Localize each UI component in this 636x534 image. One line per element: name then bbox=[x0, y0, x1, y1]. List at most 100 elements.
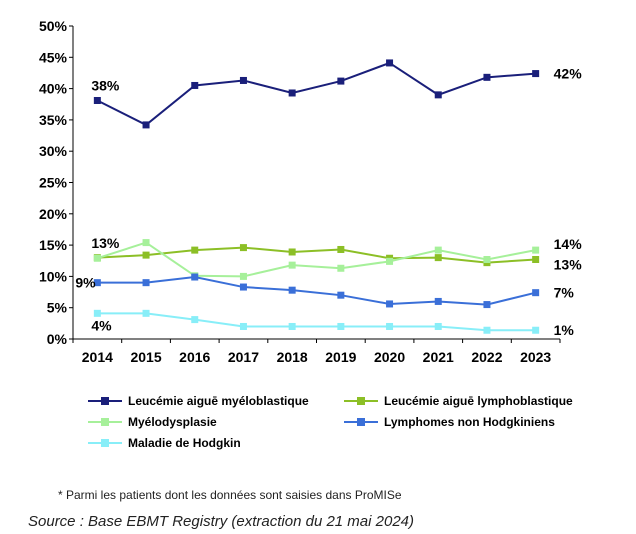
data-point bbox=[386, 300, 394, 308]
legend-swatch-marker bbox=[101, 397, 109, 405]
legend-swatch bbox=[344, 416, 378, 428]
data-point bbox=[239, 244, 247, 252]
x-tick-label: 2022 bbox=[471, 349, 502, 365]
data-label-first: 4% bbox=[91, 317, 112, 333]
data-point bbox=[434, 322, 442, 330]
data-label-last: 13% bbox=[554, 256, 583, 272]
data-point bbox=[434, 254, 442, 262]
data-point bbox=[337, 77, 345, 85]
data-point bbox=[434, 297, 442, 305]
series-line-1 bbox=[97, 246, 536, 264]
x-tick-label: 2018 bbox=[277, 349, 308, 365]
legend-swatch bbox=[88, 395, 122, 407]
y-tick-label: 40% bbox=[39, 81, 68, 97]
data-point bbox=[483, 73, 491, 81]
data-point bbox=[93, 254, 101, 262]
data-point bbox=[191, 273, 199, 281]
legend-item: Leucémie aiguē myéloblastique bbox=[88, 394, 309, 408]
series-line-2 bbox=[97, 241, 536, 278]
data-point bbox=[288, 261, 296, 269]
y-tick-label: 35% bbox=[39, 112, 68, 128]
data-point bbox=[337, 245, 345, 253]
series-line-0 bbox=[96, 61, 536, 127]
data-point bbox=[532, 246, 540, 254]
data-point bbox=[191, 316, 199, 324]
data-point bbox=[191, 81, 199, 89]
footnote: * Parmi les patients dont les données so… bbox=[58, 488, 402, 502]
data-point bbox=[142, 121, 150, 129]
data-point bbox=[93, 309, 101, 317]
legend-swatch-marker bbox=[101, 418, 109, 426]
data-point bbox=[142, 239, 150, 247]
data-label-first: 13% bbox=[91, 235, 120, 251]
legend-swatch-marker bbox=[101, 439, 109, 447]
legend-swatch bbox=[344, 395, 378, 407]
x-tick-label: 2015 bbox=[130, 349, 161, 365]
x-tick-label: 2016 bbox=[179, 349, 210, 365]
source-note: Source : Base EBMT Registry (extraction … bbox=[28, 513, 415, 530]
y-tick-label: 10% bbox=[39, 268, 68, 284]
y-tick-label: 20% bbox=[39, 206, 68, 222]
series-line-3 bbox=[97, 276, 536, 306]
data-label-last: 14% bbox=[554, 236, 583, 252]
legend-swatch-marker bbox=[357, 418, 365, 426]
x-tick-label: 2014 bbox=[82, 349, 113, 365]
x-tick-label: 2020 bbox=[374, 349, 405, 365]
data-point bbox=[483, 255, 491, 263]
x-tick-label: 2021 bbox=[423, 349, 454, 365]
legend-item: Lymphomes non Hodgkiniens bbox=[344, 415, 555, 429]
y-tick-label: 50% bbox=[39, 18, 68, 34]
data-point bbox=[434, 91, 442, 99]
data-point bbox=[142, 309, 150, 317]
data-point bbox=[288, 89, 296, 97]
data-point bbox=[337, 264, 345, 272]
data-point bbox=[532, 289, 540, 297]
data-point bbox=[434, 246, 442, 254]
data-point bbox=[191, 246, 199, 254]
line-chart: 0% 5% 10% 15% 20% 25% 30% 35% 40% 45% 50% 2014 2015 2… bbox=[39, 18, 583, 365]
data-point bbox=[483, 326, 491, 334]
y-tick-label: 45% bbox=[39, 49, 68, 65]
data-point bbox=[239, 322, 247, 330]
data-point bbox=[532, 255, 540, 263]
data-label-first: 38% bbox=[91, 77, 120, 93]
y-tick-label: 30% bbox=[39, 143, 68, 159]
data-point bbox=[532, 70, 540, 78]
legend-label: Maladie de Hodgkin bbox=[128, 436, 241, 450]
legend-swatch bbox=[88, 416, 122, 428]
legend-swatch bbox=[88, 437, 122, 449]
data-point bbox=[93, 96, 101, 104]
y-tick-label: 5% bbox=[47, 300, 68, 316]
data-point bbox=[386, 257, 394, 265]
data-point bbox=[288, 286, 296, 294]
series-line-4 bbox=[97, 312, 536, 332]
legend-label: Myélodysplasie bbox=[128, 415, 217, 429]
legend-item: Maladie de Hodgkin bbox=[88, 436, 241, 450]
data-point bbox=[93, 279, 101, 287]
data-point bbox=[239, 272, 247, 280]
data-point bbox=[239, 283, 247, 291]
legend-label: Leucémie aiguē myéloblastique bbox=[128, 394, 309, 408]
data-point bbox=[337, 291, 345, 299]
legend-swatch-marker bbox=[357, 397, 365, 405]
legend-item: Leucémie aiguē lymphoblastique bbox=[344, 394, 573, 408]
x-tick-label: 2019 bbox=[325, 349, 356, 365]
data-point bbox=[142, 279, 150, 287]
data-point bbox=[386, 59, 394, 67]
legend-label: Leucémie aiguē lymphoblastique bbox=[384, 394, 573, 408]
legend-label: Lymphomes non Hodgkiniens bbox=[384, 415, 555, 429]
data-point bbox=[288, 322, 296, 330]
y-tick-label: 15% bbox=[39, 237, 68, 253]
data-point bbox=[337, 322, 345, 330]
y-tick-label: 0% bbox=[47, 331, 68, 347]
data-label-last: 42% bbox=[554, 66, 583, 82]
y-tick-label: 25% bbox=[39, 175, 68, 191]
legend-item: Myélodysplasie bbox=[88, 415, 217, 429]
data-point bbox=[483, 301, 491, 309]
x-tick-label: 2017 bbox=[228, 349, 259, 365]
data-label-last: 1% bbox=[554, 322, 575, 338]
data-label-first: 9% bbox=[75, 275, 96, 291]
data-point bbox=[532, 326, 540, 334]
data-point bbox=[142, 251, 150, 259]
data-point bbox=[386, 322, 394, 330]
